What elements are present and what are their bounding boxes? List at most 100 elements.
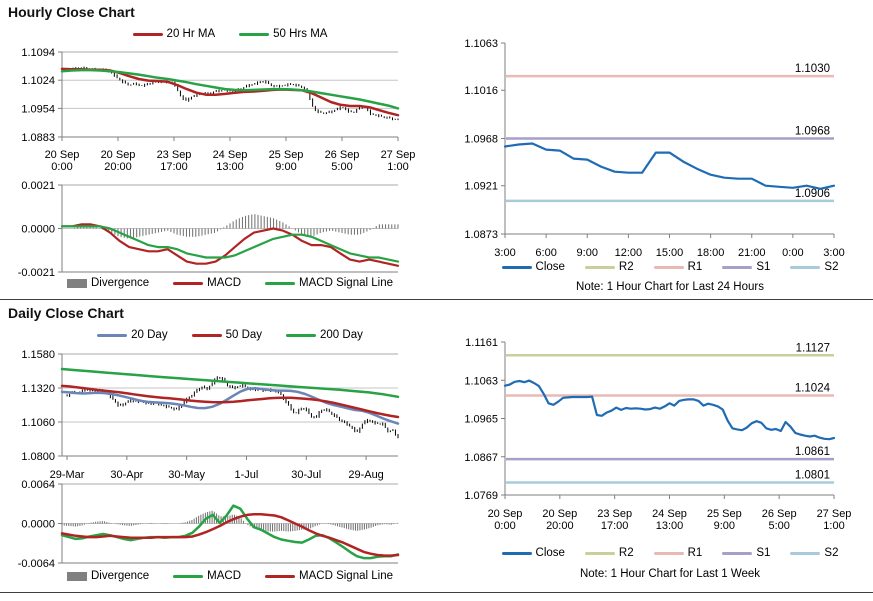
legend-label-s1: S1 <box>756 261 771 273</box>
svg-text:9:00: 9:00 <box>714 520 735 532</box>
svg-text:1.1030: 1.1030 <box>795 63 830 75</box>
svg-text:24 Sep: 24 Sep <box>652 508 687 520</box>
svg-text:23 Sep: 23 Sep <box>157 149 192 161</box>
svg-text:27 Sep: 27 Sep <box>381 149 416 161</box>
svg-text:25 Sep: 25 Sep <box>269 149 304 161</box>
svg-text:26 Sep: 26 Sep <box>762 508 797 520</box>
svg-text:29-Aug: 29-Aug <box>348 469 383 481</box>
daily-macd-chart: 0.0064 0.0000 -0.0064 <box>18 479 400 570</box>
legend-label-s1: S1 <box>756 547 771 559</box>
svg-text:3:00: 3:00 <box>494 247 515 259</box>
svg-text:21:00: 21:00 <box>738 247 766 259</box>
legend-item-close: Close <box>501 261 565 273</box>
legend-swatch-r2 <box>584 265 615 269</box>
svg-text:0:00: 0:00 <box>51 161 72 173</box>
hourly-sr-note: Note: 1 Hour Chart for Last 24 Hours <box>576 281 764 293</box>
svg-text:1.1024: 1.1024 <box>795 382 831 394</box>
svg-text:9:00: 9:00 <box>275 161 296 173</box>
legend-item-s1: S1 <box>722 547 770 559</box>
legend-label-20-hr-ma: 20 Hr MA <box>166 28 216 40</box>
legend-swatch-50-day <box>191 333 222 337</box>
svg-text:24 Sep: 24 Sep <box>213 149 248 161</box>
legend-item-s2: S2 <box>790 261 838 273</box>
legend-label-divergence: Divergence <box>90 277 150 289</box>
legend-swatch-20-hr-ma <box>132 32 163 36</box>
daily-macd-legend: Divergence MACD MACD Signal Line <box>62 570 398 582</box>
hourly-ma-legend: 20 Hr MA 50 Hrs MA <box>62 28 398 40</box>
svg-text:1.0867: 1.0867 <box>464 452 498 464</box>
legend-swatch-20-day <box>97 333 128 337</box>
legend-label-macd-signal-line: MACD Signal Line <box>299 277 393 289</box>
hourly-sr-chart: 1.1063 1.1016 1.0968 1.0921 1.0873 3:00 6:00 9:… <box>464 38 844 259</box>
legend-label-r1: R1 <box>687 547 703 559</box>
svg-text:1.1024: 1.1024 <box>21 75 55 87</box>
hourly-sr-legend: Close R2 R1 S1 S2 <box>495 261 845 273</box>
svg-text:1.0883: 1.0883 <box>21 132 55 144</box>
legend-swatch-r1 <box>653 551 684 555</box>
svg-text:20 Sep: 20 Sep <box>488 508 523 520</box>
legend-item-r1: R1 <box>653 547 703 559</box>
legend-swatch-close <box>501 551 532 555</box>
svg-text:18:00: 18:00 <box>697 247 725 259</box>
svg-text:1.1127: 1.1127 <box>796 342 830 354</box>
svg-text:20:00: 20:00 <box>104 161 132 173</box>
svg-text:1.1320: 1.1320 <box>21 383 55 395</box>
legend-swatch-divergence <box>66 571 87 581</box>
svg-text:3:00: 3:00 <box>823 247 844 259</box>
legend-item-macd: MACD <box>173 570 241 582</box>
svg-text:6:00: 6:00 <box>535 247 556 259</box>
svg-text:20 Sep: 20 Sep <box>45 149 80 161</box>
svg-text:1.0968: 1.0968 <box>795 126 830 138</box>
svg-text:1.0769: 1.0769 <box>464 490 498 502</box>
svg-text:13:00: 13:00 <box>656 520 684 532</box>
legend-item-50-hrs-ma: 50 Hrs MA <box>239 28 327 40</box>
legend-label-s2: S2 <box>824 547 839 559</box>
legend-item-r2: R2 <box>584 261 634 273</box>
legend-swatch-r1 <box>653 265 684 269</box>
svg-text:0:00: 0:00 <box>494 520 515 532</box>
svg-text:12:00: 12:00 <box>615 247 643 259</box>
legend-swatch-s1 <box>722 265 753 269</box>
svg-text:1.1016: 1.1016 <box>464 85 498 97</box>
svg-text:0.0000: 0.0000 <box>21 224 55 236</box>
svg-text:0:00: 0:00 <box>782 247 803 259</box>
legend-item-close: Close <box>501 547 565 559</box>
svg-text:1.1161: 1.1161 <box>465 337 498 349</box>
legend-label-200-day: 200 Day <box>320 329 363 341</box>
legend-swatch-50-hrs-ma <box>239 32 270 36</box>
svg-text:1.0801: 1.0801 <box>795 470 830 482</box>
svg-text:17:00: 17:00 <box>160 161 188 173</box>
daily-price-chart: 1.1580 1.1320 1.1060 1.0800 29-Mar 30-Apr 30-M… <box>21 349 400 481</box>
svg-text:25 Sep: 25 Sep <box>707 508 742 520</box>
svg-text:20:00: 20:00 <box>546 520 574 532</box>
svg-text:1.0921: 1.0921 <box>464 181 498 193</box>
svg-text:-0.0021: -0.0021 <box>18 267 55 279</box>
svg-text:1.0873: 1.0873 <box>464 229 498 241</box>
legend-swatch-s1 <box>722 551 753 555</box>
svg-text:1.0954: 1.0954 <box>21 103 55 115</box>
legend-swatch-macd-signal-line <box>265 574 296 578</box>
legend-swatch-macd <box>173 281 204 285</box>
hourly-macd-legend: Divergence MACD MACD Signal Line <box>62 277 398 289</box>
legend-item-r1: R1 <box>653 261 702 273</box>
legend-item-20-day: 20 Day <box>97 329 168 341</box>
legend-label-r2: R2 <box>618 261 634 273</box>
svg-text:1-Jul: 1-Jul <box>235 469 259 481</box>
svg-text:27 Sep: 27 Sep <box>817 508 852 520</box>
svg-text:1.0968: 1.0968 <box>464 134 498 146</box>
svg-text:26 Sep: 26 Sep <box>325 149 360 161</box>
svg-text:23 Sep: 23 Sep <box>597 508 632 520</box>
legend-label-20-day: 20 Day <box>131 329 168 341</box>
svg-text:9:00: 9:00 <box>577 247 598 259</box>
svg-text:30-Apr: 30-Apr <box>110 469 143 481</box>
legend-item-r2: R2 <box>584 547 634 559</box>
legend-item-50-day: 50 Day <box>191 329 262 341</box>
legend-item-macd-signal-line: MACD Signal Line <box>265 277 393 289</box>
svg-text:1.1060: 1.1060 <box>21 417 55 429</box>
hourly-macd-chart: 0.0021 0.0000 -0.0021 <box>18 180 400 279</box>
svg-text:0.0064: 0.0064 <box>21 479 55 491</box>
bottom-divider <box>0 592 873 593</box>
weekly-sr-note: Note: 1 Hour Chart for Last 1 Week <box>579 568 761 580</box>
svg-text:30-May: 30-May <box>168 469 205 481</box>
